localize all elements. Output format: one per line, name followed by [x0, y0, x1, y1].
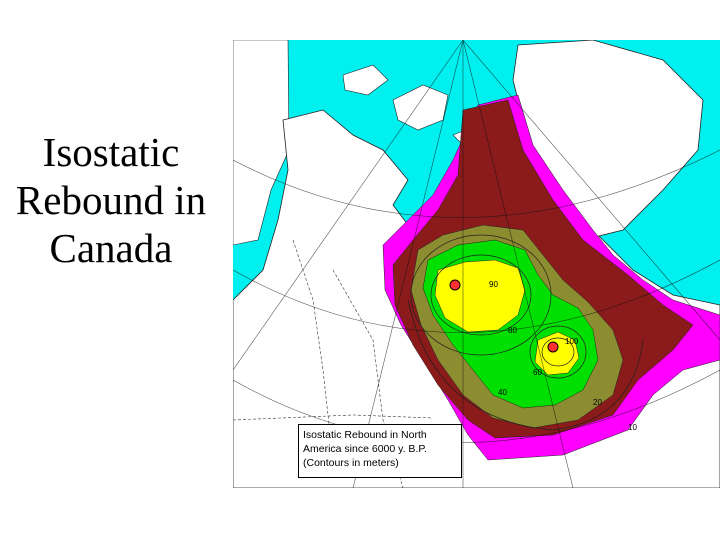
contour-lines: [407, 234, 644, 431]
graticule: [233, 40, 720, 488]
map-caption: Isostatic Rebound in North America since…: [298, 424, 462, 478]
title-line-3: Canada: [49, 225, 173, 271]
caption-line-3: (Contours in meters): [303, 457, 399, 469]
rebound-center-east: [547, 341, 559, 353]
contour-label: 20: [593, 398, 602, 407]
western-land: [233, 40, 290, 246]
slide-title: Isostatic Rebound in Canada: [0, 128, 222, 272]
contour-label: 40: [498, 388, 507, 397]
rebound-center-west: [449, 279, 461, 291]
caption-line-2: America since 6000 y. B.P.: [303, 443, 427, 455]
rebound-map: 90 100 80 60 40 20 10: [233, 40, 720, 488]
band-yellow-west: [434, 259, 526, 333]
map-canvas: 90 100 80 60 40 20 10: [233, 40, 720, 488]
contour-label: 100: [565, 337, 579, 346]
contour-label: 60: [533, 368, 542, 377]
arctic-island-1: [392, 84, 449, 131]
caption-line-1: Isostatic Rebound in North: [303, 429, 427, 441]
contour-label: 90: [489, 280, 498, 289]
title-line-1: Isostatic: [42, 129, 180, 175]
arctic-island-2: [342, 64, 389, 96]
title-line-2: Rebound in: [15, 177, 207, 223]
contour-label: 80: [508, 326, 517, 335]
contour-label: 10: [628, 423, 637, 432]
